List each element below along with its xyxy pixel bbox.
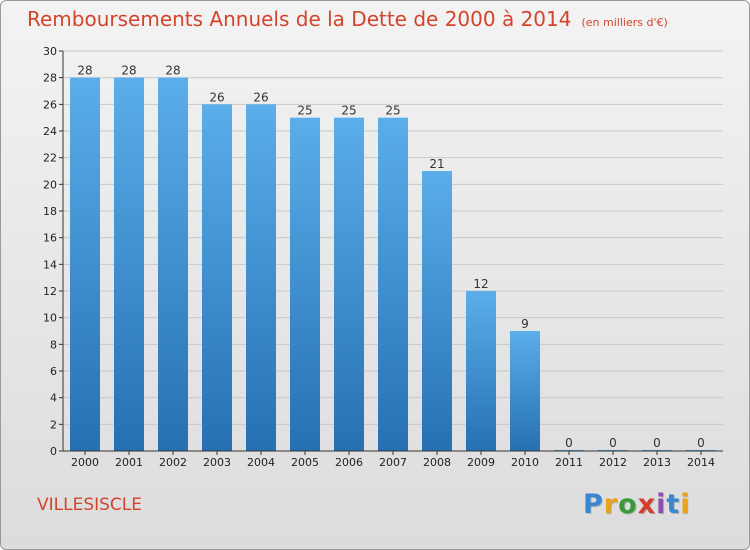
bar-2004: [246, 104, 276, 451]
data-label: 0: [609, 436, 617, 450]
data-label: 28: [77, 64, 92, 78]
data-label: 9: [521, 317, 529, 331]
x-tick-label: 2000: [71, 456, 99, 469]
bar-2003: [202, 104, 232, 451]
data-label: 26: [253, 90, 268, 104]
data-labels: 28 28 28 26 26 25 25 25 21 12 9 0 0 0 0: [77, 64, 704, 450]
chart-title: Remboursements Annuels de la Dette de 20…: [27, 7, 668, 31]
logo-letter: r: [603, 489, 619, 520]
y-tick-label: 20: [43, 178, 57, 191]
data-label: 12: [473, 277, 488, 291]
x-tick-label: 2014: [687, 456, 715, 469]
data-label: 25: [297, 104, 312, 118]
x-tick-label: 2001: [115, 456, 143, 469]
y-tick-label: 4: [50, 392, 57, 405]
x-tick-label: 2011: [555, 456, 583, 469]
bar-2001: [114, 77, 144, 452]
data-label: 25: [341, 104, 356, 118]
y-tick-label: 10: [43, 312, 57, 325]
y-tick-label: 6: [50, 365, 57, 378]
data-label: 26: [209, 90, 224, 104]
logo-letter: P: [583, 489, 604, 520]
proxiti-logo: Proxiti: [583, 489, 691, 520]
bar-2006: [334, 117, 364, 452]
chart-title-main: Remboursements Annuels de la Dette de 20…: [27, 7, 572, 31]
data-label: 0: [653, 436, 661, 450]
bar-2009: [466, 291, 496, 451]
data-label: 21: [429, 157, 444, 171]
x-tick-label: 2009: [467, 456, 495, 469]
logo-letter: t: [666, 489, 681, 520]
y-tick-label: 24: [43, 125, 57, 138]
x-tick-label: 2003: [203, 456, 231, 469]
chart-title-unit: (en milliers d'€): [581, 16, 668, 29]
bar-2002: [158, 77, 188, 452]
y-tick-label: 26: [43, 98, 57, 111]
y-tick-label: 28: [43, 72, 57, 85]
bar-2000: [70, 77, 100, 452]
y-tick-label: 14: [43, 258, 57, 271]
x-tick-label: 2008: [423, 456, 451, 469]
x-tick-label: 2005: [291, 456, 319, 469]
bar-2010: [510, 331, 540, 451]
logo-letter: o: [618, 489, 638, 520]
bar-2005: [290, 117, 320, 452]
logo-letter: i: [680, 489, 691, 520]
y-tick-label: 16: [43, 232, 57, 245]
y-tick-label: 0: [50, 445, 57, 458]
y-tick-label: 18: [43, 205, 57, 218]
data-label: 28: [121, 64, 136, 78]
x-tick-label: 2006: [335, 456, 363, 469]
y-tick-label: 2: [50, 418, 57, 431]
bar-2008: [422, 171, 452, 451]
data-label: 0: [565, 436, 573, 450]
x-tick-label: 2012: [599, 456, 627, 469]
logo-letter: i: [656, 489, 667, 520]
logo-letter: x: [637, 489, 657, 520]
y-tick-label: 8: [50, 338, 57, 351]
data-label: 0: [697, 436, 705, 450]
x-tick-label: 2010: [511, 456, 539, 469]
y-tick-label: 30: [43, 45, 57, 58]
y-tick-label: 12: [43, 285, 57, 298]
x-tick-label: 2004: [247, 456, 275, 469]
x-tick-label: 2007: [379, 456, 407, 469]
bars: [70, 77, 716, 452]
data-label: 25: [385, 104, 400, 118]
y-tick-label: 22: [43, 152, 57, 165]
commune-name: VILLESISCLE: [37, 495, 143, 515]
bar-2007: [378, 117, 408, 452]
data-label: 28: [165, 64, 180, 78]
x-tick-label: 2002: [159, 456, 187, 469]
x-tick-label: 2013: [643, 456, 671, 469]
